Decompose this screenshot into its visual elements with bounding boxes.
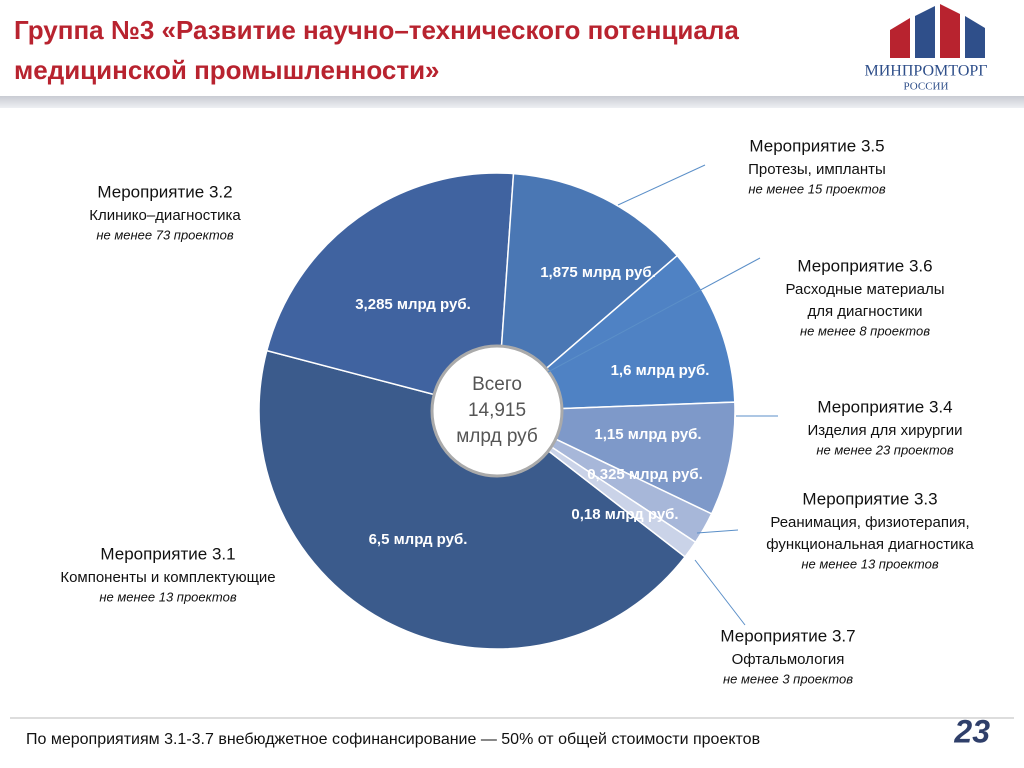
category-note: не менее 8 проектов	[800, 323, 930, 338]
value-label: 1,15 млрд руб.	[594, 426, 701, 443]
category-label: Мероприятие 3.4	[817, 397, 952, 416]
category-description: функциональная диагностика	[766, 536, 974, 553]
leader-line	[696, 529, 739, 534]
category-note: не менее 73 проектов	[96, 227, 233, 242]
leader-line	[547, 257, 761, 373]
pie-slice	[258, 349, 687, 650]
leader-line	[617, 164, 706, 206]
category-description: Клинико–диагностика	[89, 207, 241, 224]
category-note: не менее 13 проектов	[801, 556, 938, 571]
pie-slice	[265, 172, 515, 412]
logo-text: МИНПРОМТОРГ	[864, 63, 987, 80]
category-note: не менее 23 проектов	[816, 442, 953, 457]
center-text: 14,915	[468, 400, 526, 421]
logo: МИНПРОМТОРГ РОССИИ	[864, 4, 988, 93]
category-note: не менее 3 проектов	[723, 671, 853, 686]
value-label: 1,6 млрд руб.	[611, 362, 710, 379]
center-text: млрд руб	[456, 426, 538, 447]
value-label: 6,5 млрд руб.	[369, 531, 468, 548]
category-description: Реанимация, физиотерапия,	[770, 514, 969, 531]
category-note: не менее 13 проектов	[99, 589, 236, 604]
category-description: для диагностики	[807, 303, 922, 320]
category-description: Расходные материалы	[786, 281, 945, 298]
value-label: 3,285 млрд руб.	[355, 296, 471, 313]
page-number: 23	[953, 713, 990, 749]
pie-slice	[494, 254, 736, 412]
header-band	[0, 96, 1024, 108]
category-label: Мероприятие 3.1	[100, 544, 235, 563]
center-text: Всего	[472, 374, 522, 395]
leader-line	[694, 559, 746, 626]
category-label: Мероприятие 3.7	[720, 626, 855, 645]
logo-sub: РОССИИ	[904, 81, 949, 93]
footer-text: По мероприятиям 3.1-3.7 внебюджетное соф…	[26, 731, 760, 748]
category-label: Мероприятие 3.5	[749, 136, 884, 155]
chart: Всего 14,915 млрд руб 6,5 млрд руб. Мероприя…	[60, 136, 974, 686]
category-label: Мероприятие 3.2	[97, 182, 232, 201]
category-note: не менее 15 проектов	[748, 181, 885, 196]
title-line: Группа №3 «Развитие научно–технического …	[14, 15, 739, 45]
title-line: медицинской промышленности»	[14, 55, 440, 85]
category-description: Офтальмология	[732, 651, 845, 668]
category-description: Протезы, импланты	[748, 161, 886, 178]
pie-slice	[496, 172, 679, 413]
category-label: Мероприятие 3.3	[802, 489, 937, 508]
value-label: 0,325 млрд руб.	[587, 466, 703, 483]
category-label: Мероприятие 3.6	[797, 256, 932, 275]
category-description: Компоненты и комплектующие	[60, 569, 275, 586]
center-hole	[430, 344, 564, 478]
value-label: 1,875 млрд руб.	[540, 264, 656, 281]
category-description: Изделия для хирургии	[807, 422, 962, 439]
value-label: 0,18 млрд руб.	[571, 506, 678, 523]
